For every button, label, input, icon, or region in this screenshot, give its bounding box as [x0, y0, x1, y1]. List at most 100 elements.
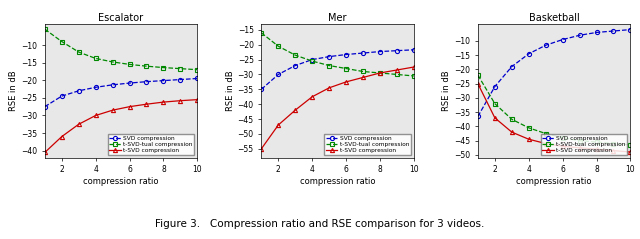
t-SVD compression [491, 116, 499, 119]
SVD compression [257, 88, 265, 91]
Line: t-SVD-tual compression: t-SVD-tual compression [259, 31, 416, 78]
t-SVD-tual compression [508, 118, 516, 121]
t-SVD compression [109, 109, 116, 112]
Line: t-SVD compression: t-SVD compression [43, 98, 200, 155]
t-SVD-tual compression [610, 142, 618, 145]
X-axis label: compression ratio: compression ratio [516, 177, 592, 186]
Line: SVD compression: SVD compression [43, 76, 200, 109]
SVD compression [542, 44, 550, 47]
t-SVD compression [627, 151, 634, 153]
SVD compression [291, 64, 299, 67]
t-SVD compression [58, 135, 65, 138]
t-SVD compression [257, 147, 265, 150]
t-SVD compression [75, 123, 83, 126]
SVD compression [308, 58, 316, 61]
t-SVD compression [41, 151, 49, 154]
t-SVD compression [291, 109, 299, 112]
Y-axis label: RSE in dB: RSE in dB [9, 71, 19, 111]
t-SVD-tual compression [58, 40, 65, 43]
t-SVD compression [559, 145, 566, 148]
t-SVD-tual compression [325, 64, 333, 67]
t-SVD-tual compression [92, 57, 99, 60]
SVD compression [177, 78, 184, 81]
Line: SVD compression: SVD compression [259, 48, 416, 91]
t-SVD compression [308, 95, 316, 98]
Line: SVD compression: SVD compression [476, 27, 632, 119]
t-SVD-tual compression [559, 136, 566, 139]
t-SVD compression [525, 138, 532, 141]
t-SVD-tual compression [474, 74, 482, 76]
t-SVD-tual compression [75, 51, 83, 54]
SVD compression [109, 83, 116, 86]
Title: Escalator: Escalator [99, 13, 143, 23]
Y-axis label: RSE in dB: RSE in dB [442, 71, 451, 111]
t-SVD compression [393, 69, 401, 71]
t-SVD compression [177, 99, 184, 102]
SVD compression [376, 50, 384, 53]
t-SVD compression [92, 114, 99, 117]
SVD compression [393, 49, 401, 52]
SVD compression [474, 115, 482, 118]
SVD compression [610, 30, 618, 33]
t-SVD-tual compression [525, 126, 532, 129]
Text: Figure 3.   Compression ratio and RSE comparison for 3 videos.: Figure 3. Compression ratio and RSE comp… [156, 219, 484, 229]
SVD compression [627, 28, 634, 31]
t-SVD compression [576, 146, 584, 149]
SVD compression [508, 65, 516, 68]
t-SVD compression [359, 76, 367, 79]
t-SVD compression [542, 142, 550, 145]
Legend: SVD compression, t-SVD-tual compression, t-SVD compression: SVD compression, t-SVD-tual compression,… [108, 134, 195, 155]
SVD compression [525, 52, 532, 55]
t-SVD-tual compression [193, 68, 201, 71]
t-SVD compression [125, 105, 133, 108]
SVD compression [410, 48, 418, 51]
t-SVD-tual compression [125, 63, 133, 66]
Line: t-SVD-tual compression: t-SVD-tual compression [476, 73, 632, 147]
t-SVD-tual compression [542, 132, 550, 135]
SVD compression [559, 38, 566, 41]
SVD compression [491, 85, 499, 88]
SVD compression [576, 34, 584, 37]
t-SVD-tual compression [342, 67, 350, 70]
Title: Mer: Mer [328, 13, 347, 23]
t-SVD compression [376, 71, 384, 74]
t-SVD-tual compression [257, 31, 265, 34]
SVD compression [41, 105, 49, 108]
Legend: SVD compression, t-SVD-tual compression, t-SVD compression: SVD compression, t-SVD-tual compression,… [541, 134, 627, 155]
t-SVD-tual compression [376, 71, 384, 74]
t-SVD compression [275, 124, 282, 126]
t-SVD-tual compression [41, 28, 49, 31]
t-SVD-tual compression [491, 102, 499, 105]
SVD compression [92, 86, 99, 89]
t-SVD-tual compression [410, 75, 418, 77]
SVD compression [325, 55, 333, 58]
t-SVD compression [474, 82, 482, 85]
t-SVD-tual compression [393, 73, 401, 76]
t-SVD compression [610, 149, 618, 152]
X-axis label: compression ratio: compression ratio [83, 177, 159, 186]
t-SVD-tual compression [159, 66, 167, 69]
t-SVD-tual compression [359, 70, 367, 73]
t-SVD-tual compression [627, 143, 634, 146]
t-SVD-tual compression [177, 67, 184, 70]
SVD compression [275, 73, 282, 76]
Y-axis label: RSE in dB: RSE in dB [226, 71, 235, 111]
SVD compression [342, 53, 350, 56]
Title: Basketball: Basketball [529, 13, 580, 23]
t-SVD compression [410, 65, 418, 68]
t-SVD-tual compression [576, 139, 584, 142]
t-SVD-tual compression [308, 60, 316, 63]
SVD compression [359, 52, 367, 54]
SVD compression [193, 77, 201, 80]
t-SVD compression [193, 98, 201, 101]
t-SVD-tual compression [275, 45, 282, 48]
t-SVD compression [593, 148, 600, 151]
SVD compression [125, 82, 133, 85]
SVD compression [159, 79, 167, 82]
Legend: SVD compression, t-SVD-tual compression, t-SVD compression: SVD compression, t-SVD-tual compression,… [324, 134, 411, 155]
t-SVD-tual compression [109, 60, 116, 63]
t-SVD compression [143, 103, 150, 106]
t-SVD-tual compression [593, 141, 600, 143]
SVD compression [58, 95, 65, 98]
t-SVD-tual compression [143, 65, 150, 68]
